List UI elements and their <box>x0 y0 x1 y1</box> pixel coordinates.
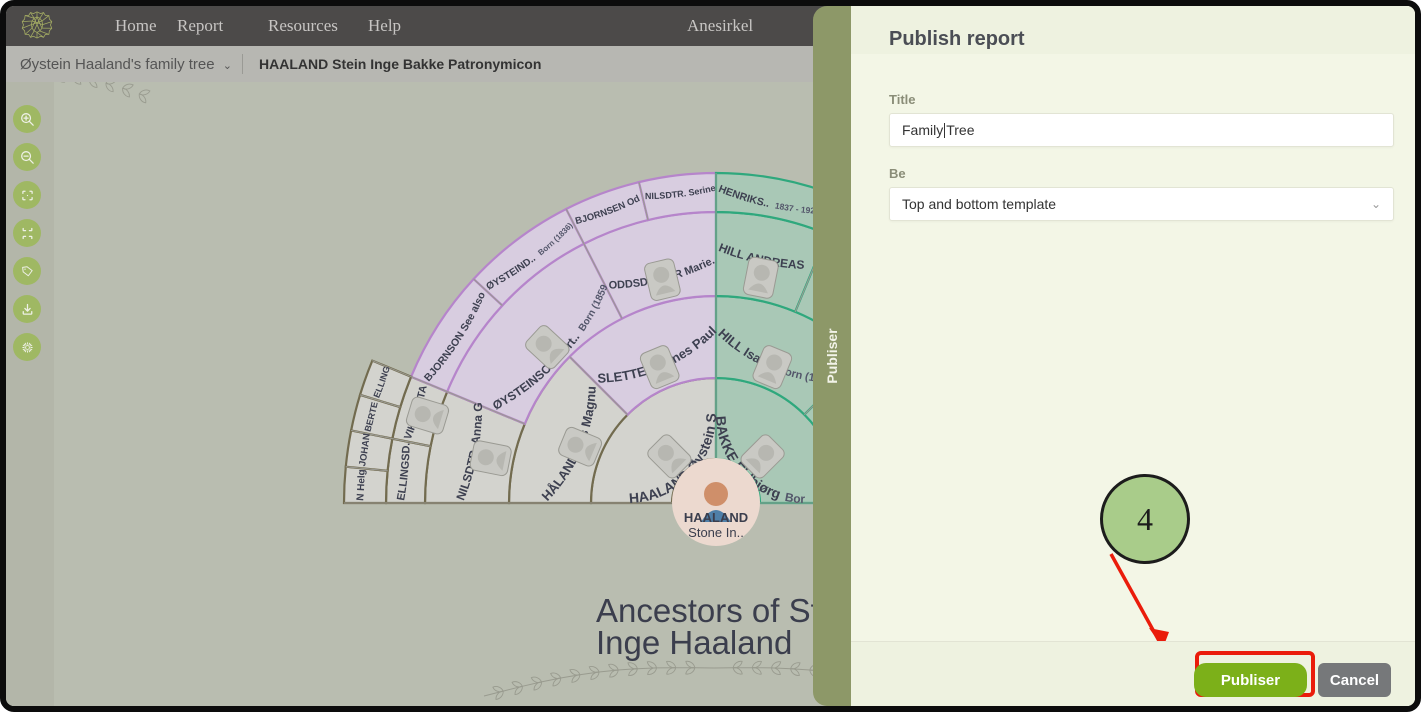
svg-text:ELLINGSD..: ELLINGSD.. <box>6 82 392 399</box>
svg-text:HAALAND: HAALAND <box>684 510 748 525</box>
svg-text:BERTELSEN Nils1836 - 1905: BERTELSEN Nils1836 - 1905 <box>6 82 380 433</box>
svg-text:NILSDTR. SerineBorn (1840): NILSDTR. SerineBorn (1840) <box>6 82 716 201</box>
svg-text:N Helge1826 - 1900: N Helge1826 - 1900 <box>6 82 368 501</box>
svg-text:BJORNSEN Odd1831 - 1899: BJORNSEN Odd1831 - 1899 <box>6 82 642 227</box>
svg-text:Stone In..: Stone In.. <box>688 525 744 540</box>
svg-text:JOHANNES..Born (1834): JOHANNES..Born (1834) <box>6 82 373 467</box>
svg-text:BJORNSON See alsoBorn (1831): BJORNSON See alsoBorn (1831) <box>6 82 488 384</box>
svg-text:Inge Haaland: Inge Haaland <box>596 624 792 661</box>
